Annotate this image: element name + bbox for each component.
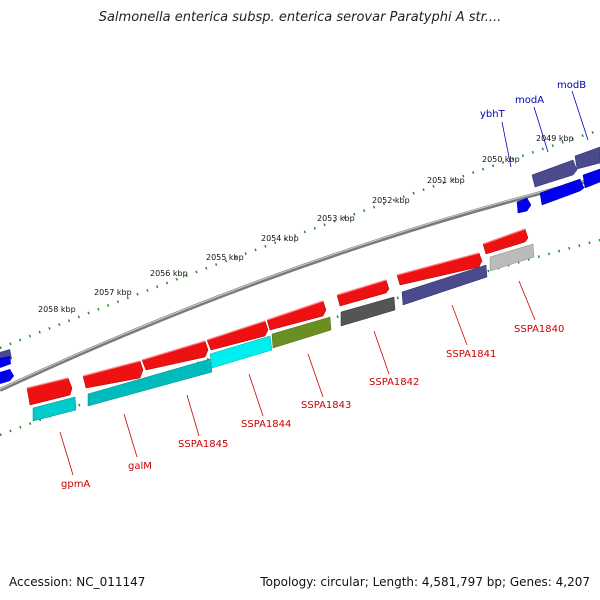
label-galM[interactable]: galM: [128, 461, 152, 472]
leader-modA: [533, 106, 549, 153]
gene-modA-upper[interactable]: [531, 159, 578, 188]
gene-SSPA1841-reverse[interactable]: [401, 264, 488, 306]
label-SSPA1845[interactable]: SSPA1845: [178, 439, 228, 450]
kbp-tick-2056: 2056 kbp: [150, 269, 188, 278]
gene-SSPA1842-reverse[interactable]: [340, 296, 396, 327]
leader-SSPA1840: [518, 280, 536, 321]
gene-modB-upper[interactable]: [574, 146, 600, 170]
kbp-tick-2053: 2053 kbp: [317, 214, 355, 223]
kbp-tick-2050: 2050 kbp: [482, 155, 520, 164]
label-SSPA1843[interactable]: SSPA1843: [301, 400, 351, 411]
kbp-tick-2055: 2055 kbp: [206, 253, 244, 262]
gene-galM-reverse[interactable]: [87, 358, 213, 407]
leader-SSPA1841: [451, 304, 468, 346]
upper-tick-track: [0, 128, 600, 350]
gene-SSPA1843-reverse[interactable]: [271, 316, 332, 349]
label-SSPA1841[interactable]: SSPA1841: [446, 349, 496, 360]
kbp-tick-2051: 2051 kbp: [427, 176, 465, 185]
gene-labels: gpmA galM SSPA1845 SSPA1844 SSPA1843 SSP…: [61, 80, 586, 490]
gene-SSPA1844-reverse[interactable]: [209, 335, 273, 369]
leader-modB: [571, 90, 589, 141]
leader-galM: [123, 413, 138, 458]
kbp-tick-2052: 2052 kbp: [372, 196, 410, 205]
gene-gpmA-reverse[interactable]: [32, 396, 77, 422]
gene-left-edge-2[interactable]: [0, 356, 11, 368]
forward-genes: [26, 228, 529, 406]
label-modA[interactable]: modA: [515, 95, 544, 106]
label-ybhT[interactable]: ybhT: [480, 109, 506, 120]
gene-ybhT[interactable]: [516, 197, 532, 214]
kbp-tick-2057: 2057 kbp: [94, 288, 132, 297]
kbp-tick-2054: 2054 kbp: [261, 234, 299, 243]
map-title: Salmonella enterica subsp. enterica sero…: [98, 10, 502, 25]
leader-SSPA1843: [307, 353, 324, 398]
kbp-labels: 2049 kbp 2050 kbp 2051 kbp 2052 kbp 2053…: [38, 134, 574, 314]
label-leaders: [59, 280, 536, 476]
kbp-tick-2058: 2058 kbp: [38, 305, 76, 314]
label-SSPA1842[interactable]: SSPA1842: [369, 377, 419, 388]
left-edge-genes: [0, 349, 14, 384]
label-SSPA1844[interactable]: SSPA1844: [241, 419, 291, 430]
label-modB[interactable]: modB: [557, 80, 586, 91]
gene-left-edge-3[interactable]: [0, 369, 14, 384]
label-gpmA[interactable]: gpmA: [61, 479, 90, 490]
gene-modA-lower[interactable]: [539, 178, 585, 206]
reverse-genes: [32, 243, 535, 422]
leader-ybhT: [501, 121, 512, 168]
label-leaders-blue: [501, 90, 589, 168]
kbp-tick-2049: 2049 kbp: [536, 134, 574, 143]
label-SSPA1840[interactable]: SSPA1840: [514, 324, 564, 335]
leader-SSPA1845: [186, 394, 200, 437]
leader-SSPA1842: [373, 330, 390, 375]
gene-modB-lower[interactable]: [582, 168, 600, 189]
accession-text: Accession: NC_011147: [9, 575, 146, 589]
gene-SSPA1840-reverse[interactable]: [489, 243, 535, 272]
genome-backbone: [0, 176, 600, 392]
upper-right-genes: [516, 146, 600, 214]
topology-text: Topology: circular; Length: 4,581,797 bp…: [260, 575, 590, 589]
leader-gpmA: [59, 431, 74, 476]
leader-SSPA1844: [248, 373, 264, 417]
